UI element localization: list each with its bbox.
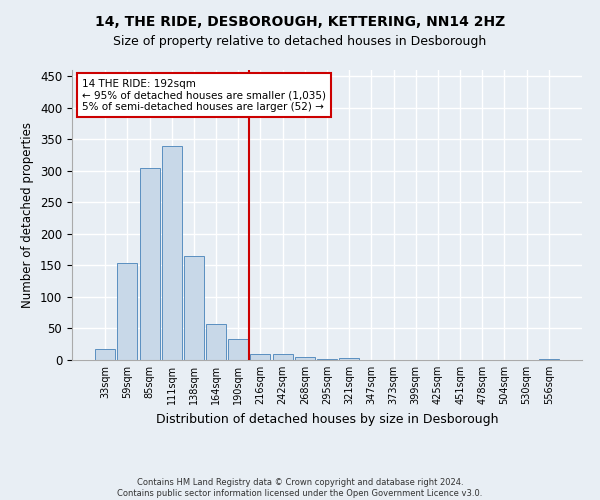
Bar (339, 358, 359, 360)
X-axis label: Distribution of detached houses by size in Desborough: Distribution of detached houses by size … (156, 412, 498, 426)
Text: 14 THE RIDE: 192sqm
← 95% of detached houses are smaller (1,035)
5% of semi-deta: 14 THE RIDE: 192sqm ← 95% of detached ho… (82, 78, 326, 112)
Bar (140, 168, 160, 360)
Bar (118, 263, 137, 360)
Bar (272, 354, 293, 360)
Bar (539, 358, 559, 360)
Text: Size of property relative to detached houses in Desborough: Size of property relative to detached ho… (113, 35, 487, 48)
Bar (295, 357, 315, 360)
Text: 14, THE RIDE, DESBOROUGH, KETTERING, NN14 2HZ: 14, THE RIDE, DESBOROUGH, KETTERING, NN1… (95, 15, 505, 29)
Bar (162, 146, 182, 360)
Bar (184, 256, 204, 360)
Bar (206, 324, 226, 360)
Text: Contains HM Land Registry data © Crown copyright and database right 2024.
Contai: Contains HM Land Registry data © Crown c… (118, 478, 482, 498)
Bar (95, 350, 115, 360)
Y-axis label: Number of detached properties: Number of detached properties (22, 122, 34, 308)
Bar (250, 354, 271, 360)
Bar (228, 338, 248, 360)
